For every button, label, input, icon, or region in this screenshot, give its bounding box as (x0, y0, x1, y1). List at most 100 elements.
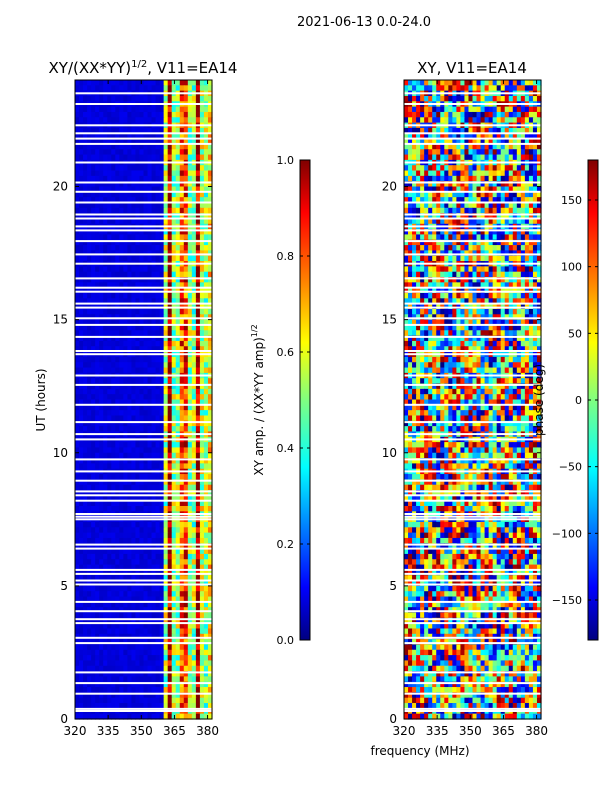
heatmap-cell (199, 569, 205, 576)
heatmap-cell (147, 639, 153, 646)
heatmap-cell (115, 399, 120, 406)
heatmap-cell (75, 484, 80, 491)
heatmap-cell (95, 255, 100, 262)
heatmap-cell (207, 649, 213, 656)
heatmap-cell (111, 330, 116, 337)
heatmap-cell (183, 532, 189, 539)
phase-heatmap (404, 80, 542, 720)
heatmap-cell (155, 80, 161, 86)
heatmap-cell (179, 394, 185, 401)
heatmap-cell (183, 463, 189, 470)
heatmap-cell (191, 229, 197, 236)
heatmap-cell (87, 665, 92, 672)
heatmap-cell (159, 293, 165, 299)
heatmap-cell (408, 95, 413, 102)
heatmap-cell (167, 537, 173, 544)
heatmap-cell (480, 95, 486, 102)
heatmap-cell (91, 191, 96, 198)
heatmap-cell (175, 644, 181, 651)
heatmap-cell (75, 420, 80, 427)
heatmap-cell (139, 213, 145, 220)
heatmap-cell (79, 452, 84, 459)
heatmap-cell (179, 543, 185, 550)
heatmap-cell (83, 442, 88, 449)
heatmap-cell (91, 335, 96, 342)
heatmap-cell (155, 346, 161, 353)
heatmap-cell (83, 548, 88, 555)
heatmap-cell (187, 553, 193, 560)
heatmap-cell (135, 607, 141, 614)
heatmap-cell (524, 106, 530, 113)
heatmap-cell (119, 649, 124, 656)
heatmap-cell (147, 490, 153, 496)
heatmap-cell (532, 165, 538, 172)
heatmap-cell (83, 506, 88, 512)
data-gap-line (75, 317, 212, 320)
heatmap-cell (532, 186, 538, 193)
heatmap-cell (123, 138, 128, 145)
heatmap-cell (91, 569, 96, 576)
heatmap-cell (528, 143, 534, 150)
heatmap-cell (83, 186, 88, 193)
heatmap-cell (111, 420, 116, 427)
heatmap-cell (183, 671, 189, 677)
heatmap-cell (480, 181, 486, 188)
heatmap-cell (512, 154, 518, 161)
heatmap-cell (147, 383, 153, 390)
heatmap-cell (147, 474, 153, 480)
heatmap-cell (199, 191, 205, 198)
heatmap-cell (91, 229, 96, 236)
heatmap-cell (135, 271, 141, 278)
heatmap-cell (191, 649, 197, 656)
heatmap-cell (187, 420, 193, 427)
heatmap-cell (456, 181, 462, 188)
heatmap-cell (171, 367, 177, 374)
heatmap-cell (163, 543, 169, 550)
heatmap-cell (115, 282, 120, 289)
heatmap-cell (135, 308, 141, 315)
heatmap-cell (175, 553, 181, 560)
heatmap-cell (183, 484, 189, 491)
heatmap-cell (95, 287, 100, 294)
heatmap-cell (151, 617, 157, 624)
heatmap-cell (508, 154, 514, 161)
heatmap-cell (83, 500, 88, 507)
heatmap-cell (175, 639, 181, 646)
data-gap-line (75, 262, 212, 265)
heatmap-cell (203, 175, 209, 182)
heatmap-cell (175, 111, 181, 118)
heatmap-cell (179, 628, 185, 635)
heatmap-cell (155, 676, 161, 683)
heatmap-cell (187, 564, 193, 571)
heatmap-cell (195, 383, 201, 390)
heatmap-cell (135, 703, 141, 709)
heatmap-cell (488, 191, 494, 198)
heatmap-cell (464, 170, 470, 177)
heatmap-cell (131, 415, 137, 422)
heatmap-cell (99, 319, 104, 326)
heatmap-cell (492, 117, 498, 124)
heatmap-cell (187, 655, 193, 662)
heatmap-cell (207, 623, 213, 630)
heatmap-cell (187, 340, 193, 347)
heatmap-cell (127, 356, 133, 363)
heatmap-cell (135, 644, 141, 651)
heatmap-cell (103, 229, 108, 236)
heatmap-cell (79, 420, 84, 427)
heatmap-cell (199, 527, 205, 534)
heatmap-cell (183, 633, 189, 640)
heatmap-cell (207, 713, 213, 720)
heatmap-cell (424, 191, 429, 198)
heatmap-cell (83, 591, 88, 598)
heatmap-cell (175, 649, 181, 656)
heatmap-cell (79, 362, 84, 369)
heatmap-cell (83, 117, 88, 124)
heatmap-cell (444, 127, 449, 134)
heatmap-cell (195, 506, 201, 512)
heatmap-cell (115, 95, 120, 102)
heatmap-cell (179, 378, 185, 385)
heatmap-cell (183, 410, 189, 417)
heatmap-cell (179, 143, 185, 150)
heatmap-cell (524, 80, 530, 86)
heatmap-cell (179, 521, 185, 528)
